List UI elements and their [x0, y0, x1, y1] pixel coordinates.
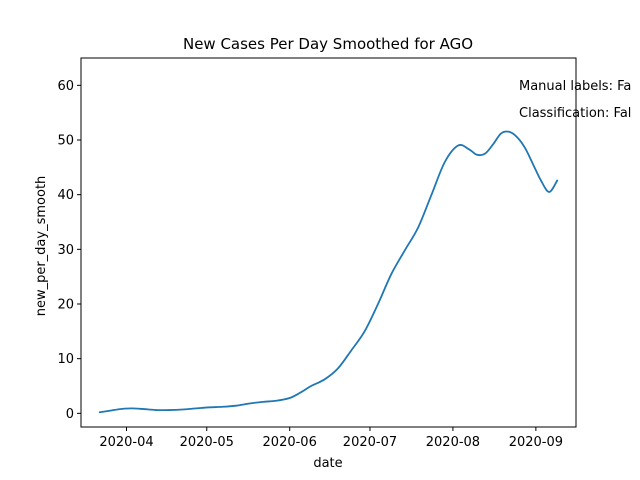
y-tick-label: 40 — [57, 188, 74, 203]
annotation-text: Classification: Fal — [519, 106, 631, 121]
x-axis-title: date — [313, 456, 342, 471]
y-tick-label: 30 — [57, 243, 74, 258]
x-tick-label: 2020-09 — [509, 435, 563, 450]
annotations: Manual labels: Fa Classification: Fal — [519, 79, 631, 121]
y-tick-label: 60 — [57, 79, 74, 94]
chart-title: New Cases Per Day Smoothed for AGO — [183, 35, 473, 53]
y-tick-label: 20 — [57, 298, 74, 313]
plot-area — [80, 57, 577, 428]
y-axis-title: new_per_day_smooth — [34, 176, 49, 317]
series-line — [98, 130, 559, 414]
x-tick-label: 2020-05 — [180, 435, 234, 450]
x-tick-label: 2020-08 — [426, 435, 480, 450]
y-axis: 0 10 20 30 40 50 60 — [57, 79, 81, 422]
y-tick-label: 50 — [57, 134, 74, 149]
y-tick-label: 0 — [66, 407, 74, 422]
x-tick-label: 2020-06 — [263, 435, 317, 450]
plot-frame — [80, 57, 577, 428]
x-axis: 2020-04 2020-05 2020-06 2020-07 2020-08 2020-… — [99, 427, 563, 450]
y-tick-label: 10 — [57, 352, 74, 367]
annotation-text: Manual labels: Fa — [519, 79, 631, 94]
x-tick-label: 2020-04 — [99, 435, 153, 450]
x-tick-label: 2020-07 — [343, 435, 397, 450]
